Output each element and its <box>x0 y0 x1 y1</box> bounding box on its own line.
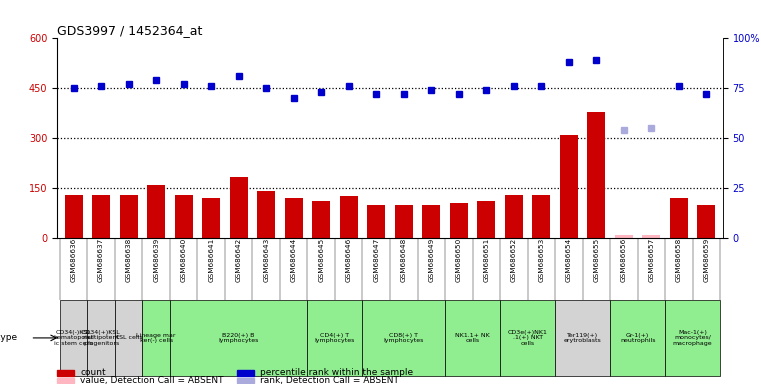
Text: B220(+) B
lymphocytes: B220(+) B lymphocytes <box>218 333 259 343</box>
Bar <box>533 195 550 238</box>
Bar <box>92 195 110 238</box>
Bar <box>312 202 330 238</box>
Bar <box>88 300 115 376</box>
Bar <box>505 195 523 238</box>
Text: GDS3997 / 1452364_at: GDS3997 / 1452364_at <box>57 24 202 37</box>
Text: NK1.1+ NK
cells: NK1.1+ NK cells <box>455 333 490 343</box>
Text: cell type: cell type <box>0 333 18 343</box>
Bar <box>170 300 307 376</box>
Bar <box>422 205 440 238</box>
Bar <box>445 300 500 376</box>
Text: GSM686650: GSM686650 <box>456 238 462 282</box>
Text: GSM686643: GSM686643 <box>263 238 269 282</box>
Bar <box>362 300 445 376</box>
Text: CD34(-)KSL
hematopoiet
ic stem cells: CD34(-)KSL hematopoiet ic stem cells <box>53 330 94 346</box>
Text: count: count <box>81 368 106 377</box>
Text: rank, Detection Call = ABSENT: rank, Detection Call = ABSENT <box>260 376 399 384</box>
Bar <box>175 195 193 238</box>
Text: GSM686659: GSM686659 <box>703 238 709 282</box>
Bar <box>665 300 720 376</box>
Bar <box>368 205 385 238</box>
Text: percentile rank within the sample: percentile rank within the sample <box>260 368 413 377</box>
Bar <box>237 378 253 383</box>
Text: GSM686636: GSM686636 <box>71 238 77 282</box>
Bar <box>698 205 715 238</box>
Bar <box>202 198 220 238</box>
Bar <box>340 197 358 238</box>
Text: GSM686644: GSM686644 <box>291 238 297 282</box>
Text: KSL cells: KSL cells <box>115 335 142 341</box>
Bar <box>142 300 170 376</box>
Bar <box>57 370 74 376</box>
Bar <box>230 177 247 238</box>
Text: GSM686652: GSM686652 <box>511 238 517 282</box>
Text: GSM686653: GSM686653 <box>538 238 544 282</box>
Text: GSM686637: GSM686637 <box>98 238 104 282</box>
Bar <box>60 300 88 376</box>
Bar <box>119 195 138 238</box>
Bar <box>615 235 633 238</box>
Bar <box>257 192 275 238</box>
Text: CD3e(+)NK1
.1(+) NKT
cells: CD3e(+)NK1 .1(+) NKT cells <box>508 330 547 346</box>
Bar <box>115 300 142 376</box>
Text: value, Detection Call = ABSENT: value, Detection Call = ABSENT <box>81 376 224 384</box>
Bar <box>500 300 555 376</box>
Bar <box>555 300 610 376</box>
Text: CD4(+) T
lymphocytes: CD4(+) T lymphocytes <box>315 333 355 343</box>
Text: Mac-1(+)
monocytes/
macrophage: Mac-1(+) monocytes/ macrophage <box>673 330 712 346</box>
Bar <box>237 370 253 376</box>
Bar <box>147 185 165 238</box>
Text: GSM686642: GSM686642 <box>236 238 242 282</box>
Text: GSM686655: GSM686655 <box>594 238 600 282</box>
Bar <box>610 300 665 376</box>
Text: GSM686648: GSM686648 <box>401 238 407 282</box>
Text: GSM686639: GSM686639 <box>153 238 159 282</box>
Text: GSM686647: GSM686647 <box>373 238 379 282</box>
Text: GSM686641: GSM686641 <box>209 238 214 282</box>
Text: GSM686645: GSM686645 <box>318 238 324 282</box>
Text: GSM686656: GSM686656 <box>621 238 627 282</box>
Text: CD34(+)KSL
multipotent
progenitors: CD34(+)KSL multipotent progenitors <box>81 330 120 346</box>
Bar <box>642 235 661 238</box>
Text: GSM686638: GSM686638 <box>126 238 132 282</box>
Text: GSM686640: GSM686640 <box>180 238 186 282</box>
Bar <box>450 203 468 238</box>
Text: GSM686649: GSM686649 <box>428 238 435 282</box>
Text: Gr-1(+)
neutrophils: Gr-1(+) neutrophils <box>620 333 655 343</box>
Bar <box>285 198 303 238</box>
Text: GSM686646: GSM686646 <box>345 238 352 282</box>
Bar <box>670 198 688 238</box>
Text: GSM686657: GSM686657 <box>648 238 654 282</box>
Text: GSM686651: GSM686651 <box>483 238 489 282</box>
Text: Lineage mar
ker(-) cells: Lineage mar ker(-) cells <box>136 333 176 343</box>
Text: GSM686654: GSM686654 <box>566 238 572 282</box>
Bar <box>477 202 495 238</box>
Bar <box>395 205 412 238</box>
Text: CD8(+) T
lymphocytes: CD8(+) T lymphocytes <box>384 333 424 343</box>
Text: GSM686658: GSM686658 <box>676 238 682 282</box>
Bar <box>57 378 74 383</box>
Bar <box>587 112 605 238</box>
Text: Ter119(+)
erytroblasts: Ter119(+) erytroblasts <box>564 333 601 343</box>
Bar <box>65 195 82 238</box>
Bar <box>560 135 578 238</box>
Bar <box>307 300 362 376</box>
